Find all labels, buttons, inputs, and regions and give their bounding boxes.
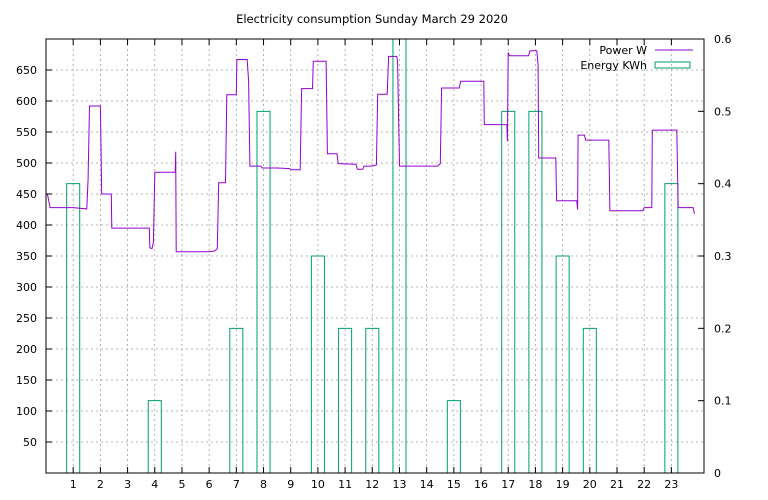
x-tick-label: 20 [583,478,597,491]
y-axis-tick-labels: 50 100 150 200 250 300 350 400 450 500 550 600 650 [16,64,37,449]
power-series-line [46,50,695,253]
x-tick-label: 14 [420,478,434,491]
y-tick-label: 350 [16,250,37,263]
x-tick-label: 21 [610,478,624,491]
energy-bar [365,327,380,473]
y2-tick-label: 0.6 [714,33,732,46]
plot-frame [45,38,705,474]
x-tick-label: 12 [365,478,379,491]
energy-bar [310,255,325,473]
x-tick-label: 3 [124,478,131,491]
axis-ticks [46,38,704,474]
x-tick-label: 15 [447,478,461,491]
y2-tick-label: 0.1 [714,395,732,408]
legend-swatch-energy [654,61,691,69]
y2-tick-label: 0 [714,467,721,480]
y-tick-label: 650 [16,64,37,77]
y-tick-label: 400 [16,219,37,232]
y-tick-label: 550 [16,126,37,139]
energy-bar [66,183,81,473]
y2-axis-tick-labels: 0 0.1 0.2 0.3 0.4 0.5 0.6 [714,33,732,480]
energy-bar [501,110,516,473]
x-tick-label: 17 [501,478,515,491]
x-axis-tick-labels: 1 2 3 4 5 6 7 8 9 10 11 12 13 14 15 16 17 18 19 20 21 22 23 [70,478,679,491]
x-tick-label: 18 [528,478,542,491]
energy-bar [147,400,162,473]
energy-bar [229,327,244,473]
y-tick-label: 150 [16,374,37,387]
x-tick-label: 8 [260,478,267,491]
y-tick-label: 300 [16,281,37,294]
energy-bar [528,110,543,473]
x-tick-label: 16 [474,478,488,491]
energy-bar [256,110,271,473]
y-tick-label: 100 [16,405,37,418]
chart-title: Electricity consumption Sunday March 29 … [236,12,508,26]
x-tick-label: 10 [311,478,325,491]
grid [46,39,704,473]
y-tick-label: 200 [16,343,37,356]
energy-bar [446,400,461,473]
legend-label-energy: Energy KWh [580,59,647,72]
x-tick-label: 11 [338,478,352,491]
y2-tick-label: 0.3 [714,250,732,263]
energy-bar [582,327,597,473]
y2-tick-label: 0.4 [714,178,732,191]
y-tick-label: 450 [16,188,37,201]
x-tick-label: 19 [556,478,570,491]
y2-tick-label: 0.5 [714,105,732,118]
x-tick-label: 23 [664,478,678,491]
x-tick-label: 7 [233,478,240,491]
y-tick-label: 500 [16,157,37,170]
x-tick-label: 22 [637,478,651,491]
x-tick-label: 1 [70,478,77,491]
y-tick-label: 250 [16,312,37,325]
x-tick-label: 6 [206,478,213,491]
energy-bar [338,327,353,473]
legend-label-power: Power W [599,44,647,57]
y-tick-label: 600 [16,95,37,108]
x-tick-label: 5 [178,478,185,491]
x-tick-label: 13 [392,478,406,491]
y-tick-label: 50 [23,436,37,449]
x-tick-label: 2 [97,478,104,491]
energy-bar [555,255,570,473]
y2-tick-label: 0.2 [714,322,732,335]
x-tick-label: 4 [151,478,158,491]
energy-bar [664,183,679,473]
x-tick-label: 9 [287,478,294,491]
legend: Power W Energy KWh [580,44,693,72]
